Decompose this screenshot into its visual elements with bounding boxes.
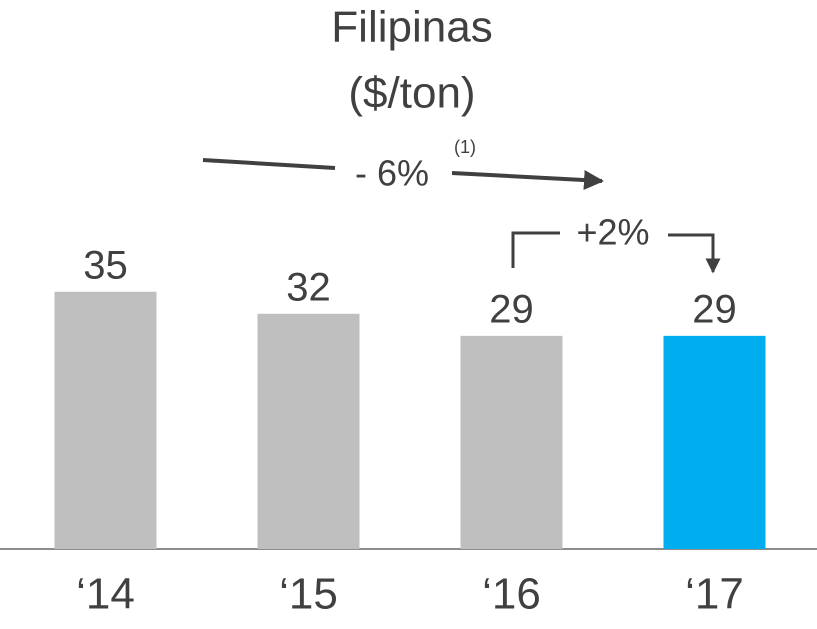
chart-title: Filipinas (331, 3, 492, 52)
bar (54, 291, 157, 549)
trend-line (202, 158, 336, 170)
footnote-marker: (1) (454, 137, 476, 157)
x-tick-label: ‘16 (482, 570, 541, 619)
value-label: 35 (83, 243, 128, 287)
bar (460, 335, 563, 549)
x-tick-label: ‘17 (685, 570, 744, 619)
bracket-arrow (668, 233, 721, 274)
chart-subtitle: ($/ton) (348, 69, 475, 118)
annotation: +2% (576, 212, 649, 253)
bar (257, 313, 360, 549)
bracket (511, 231, 560, 268)
bar (663, 335, 766, 549)
value-label: 29 (489, 287, 534, 331)
value-label: 29 (692, 287, 737, 331)
x-tick-label: ‘14 (76, 570, 135, 619)
x-tick-label: ‘15 (279, 570, 338, 619)
value-label: 32 (286, 265, 331, 309)
trend-arrow (451, 170, 604, 191)
annotation: - 6% (355, 153, 429, 194)
